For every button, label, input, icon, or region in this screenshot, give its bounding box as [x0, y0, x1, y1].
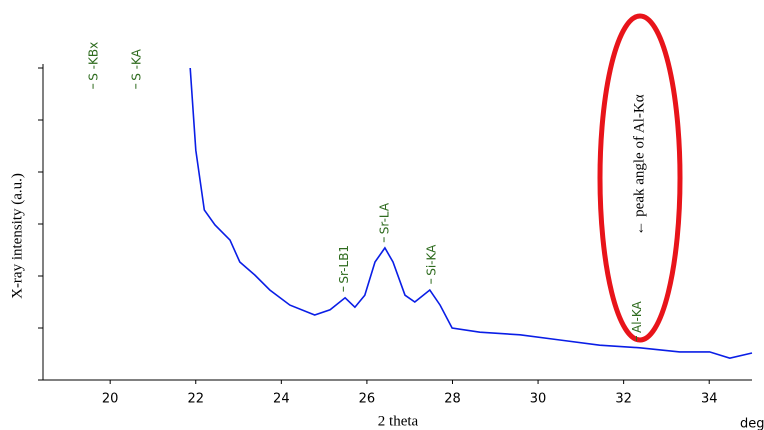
x-unit: deg	[740, 417, 764, 430]
x-tick-label: 20	[102, 392, 119, 407]
spectrum-line	[189, 67, 753, 360]
y-axis-label: X-ray intensity (a.u.)	[9, 173, 25, 299]
peak-label: S -KBx	[87, 42, 101, 81]
annotation: ← peak angle of Al-Kα	[631, 94, 647, 235]
x-tick-label: 26	[359, 392, 376, 407]
peak-label: Si-KA	[425, 244, 439, 276]
x-tick-label: 28	[444, 392, 461, 407]
peak-label: Sr-LB1	[337, 245, 351, 284]
x-tick-label: 22	[187, 392, 204, 407]
x-tick-label: 24	[273, 392, 290, 407]
peak-label: Sr-LA	[378, 202, 392, 234]
x-tick-label: 34	[701, 392, 718, 407]
x-axis-label: 2 theta	[378, 413, 419, 429]
peak-label: Al-KA	[630, 300, 644, 333]
x-tick-label: 32	[615, 392, 632, 407]
x-tick-label: 30	[530, 392, 547, 407]
peak-label: S -KA	[129, 48, 143, 80]
highlight-ellipse	[597, 13, 683, 343]
